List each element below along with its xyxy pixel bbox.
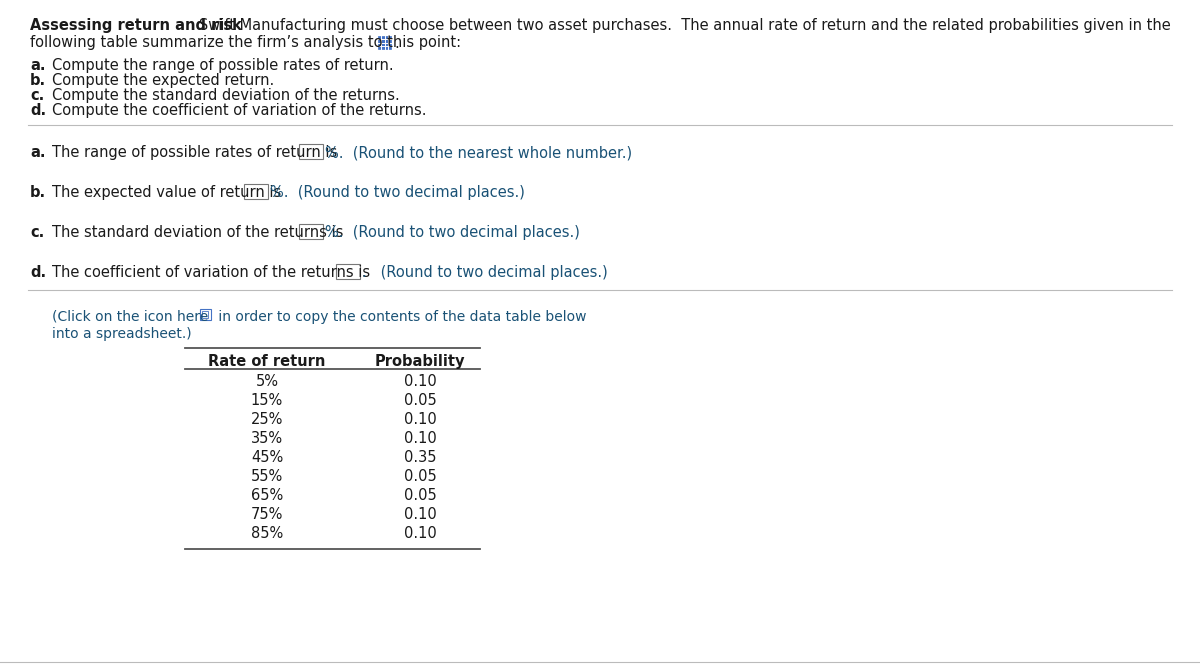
FancyBboxPatch shape xyxy=(378,36,391,49)
Text: 0.10: 0.10 xyxy=(403,374,437,389)
Text: 75%: 75% xyxy=(251,507,283,522)
Text: Probability: Probability xyxy=(374,354,466,369)
Text: 0.35: 0.35 xyxy=(403,450,437,465)
Text: %.  (Round to two decimal places.): %. (Round to two decimal places.) xyxy=(270,185,524,200)
Text: Compute the range of possible rates of return.: Compute the range of possible rates of r… xyxy=(52,58,394,73)
FancyBboxPatch shape xyxy=(299,144,323,159)
Text: 5%: 5% xyxy=(256,374,278,389)
Text: d.: d. xyxy=(30,265,46,280)
FancyBboxPatch shape xyxy=(202,311,208,318)
Text: 85%: 85% xyxy=(251,526,283,541)
Text: Swift Manufacturing must choose between two asset purchases.  The annual rate of: Swift Manufacturing must choose between … xyxy=(185,18,1171,33)
FancyBboxPatch shape xyxy=(299,224,323,239)
Text: The standard deviation of the returns is: The standard deviation of the returns is xyxy=(52,225,343,240)
Text: 0.05: 0.05 xyxy=(403,469,437,484)
Text: b.: b. xyxy=(30,185,46,200)
Text: .   (Round to two decimal places.): . (Round to two decimal places.) xyxy=(361,265,607,280)
FancyBboxPatch shape xyxy=(200,309,211,320)
Text: into a spreadsheet.): into a spreadsheet.) xyxy=(52,327,192,341)
Text: 45%: 45% xyxy=(251,450,283,465)
Text: 0.10: 0.10 xyxy=(403,526,437,541)
Text: a.: a. xyxy=(30,58,46,73)
Text: The coefficient of variation of the returns is: The coefficient of variation of the retu… xyxy=(52,265,370,280)
Text: Assessing return and risk: Assessing return and risk xyxy=(30,18,242,33)
Text: b.: b. xyxy=(30,73,46,88)
Text: (Click on the icon here: (Click on the icon here xyxy=(52,310,209,324)
FancyBboxPatch shape xyxy=(336,264,360,279)
Text: %.  (Round to the nearest whole number.): %. (Round to the nearest whole number.) xyxy=(325,145,632,160)
Text: following table summarize the firm’s analysis to this point:: following table summarize the firm’s ana… xyxy=(30,35,461,50)
Text: The expected value of return is: The expected value of return is xyxy=(52,185,281,200)
Text: %.  (Round to two decimal places.): %. (Round to two decimal places.) xyxy=(325,225,580,240)
Text: 0.10: 0.10 xyxy=(403,507,437,522)
Text: 0.05: 0.05 xyxy=(403,488,437,503)
Text: Rate of return: Rate of return xyxy=(209,354,325,369)
Text: 35%: 35% xyxy=(251,431,283,446)
Text: 0.05: 0.05 xyxy=(403,393,437,408)
Text: d.: d. xyxy=(30,103,46,118)
Text: Compute the expected return.: Compute the expected return. xyxy=(52,73,275,88)
Text: 25%: 25% xyxy=(251,412,283,427)
Text: c.: c. xyxy=(30,225,44,240)
Text: in order to copy the contents of the data table below: in order to copy the contents of the dat… xyxy=(214,310,587,324)
Text: c.: c. xyxy=(30,88,44,103)
FancyBboxPatch shape xyxy=(244,184,268,199)
Text: a.: a. xyxy=(30,145,46,160)
Text: 65%: 65% xyxy=(251,488,283,503)
Text: Compute the standard deviation of the returns.: Compute the standard deviation of the re… xyxy=(52,88,400,103)
Text: 0.10: 0.10 xyxy=(403,412,437,427)
Text: 0.10: 0.10 xyxy=(403,431,437,446)
Text: The range of possible rates of return is: The range of possible rates of return is xyxy=(52,145,337,160)
Text: Compute the coefficient of variation of the returns.: Compute the coefficient of variation of … xyxy=(52,103,426,118)
Text: .: . xyxy=(394,36,398,51)
Text: 15%: 15% xyxy=(251,393,283,408)
Text: 55%: 55% xyxy=(251,469,283,484)
